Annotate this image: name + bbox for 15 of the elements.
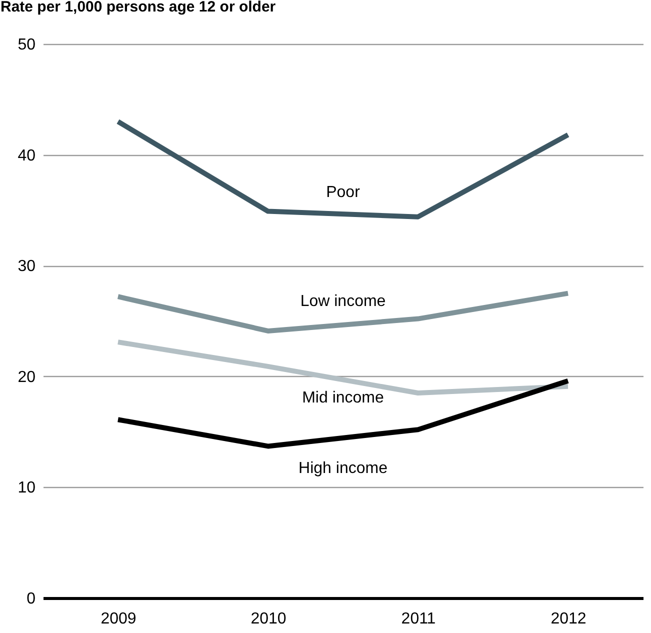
series-label: Poor [326,184,361,202]
x-tick-label: 2010 [250,610,286,628]
x-tick-label: 2012 [550,610,586,628]
y-tick-label: 10 [18,480,36,497]
x-tick-label: 2011 [401,610,436,628]
y-tick-label: 0 [26,590,36,608]
y-tick-label: 20 [18,368,36,386]
series-label: Low income [300,292,386,310]
y-tick-label: 30 [18,258,36,276]
x-tick-label: 2009 [100,610,136,628]
series-label: High income [298,460,388,477]
y-tick-label: 50 [18,36,36,54]
y-axis-title: Rate per 1,000 persons age 12 or older [0,0,276,16]
y-tick-label: 40 [18,147,36,164]
series-label: Mid income [302,390,384,407]
